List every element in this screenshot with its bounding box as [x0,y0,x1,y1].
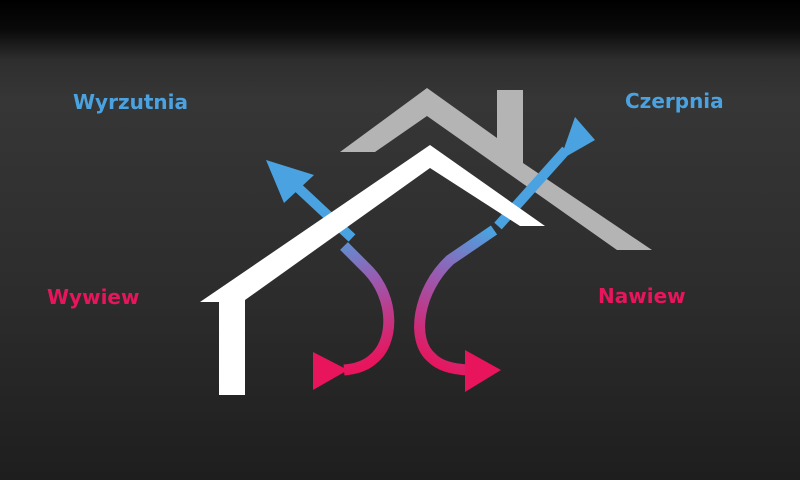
exhaust-label: Wyrzutnia [73,90,188,114]
house-front-icon [200,145,545,395]
house-back-icon [340,88,652,250]
intake-label: Czerpnia [625,89,724,113]
extract-label: Wywiew [47,285,140,309]
supply-label: Nawiew [598,284,686,308]
supply-arrow-icon [414,225,501,392]
extract-arrow-icon [313,242,395,390]
